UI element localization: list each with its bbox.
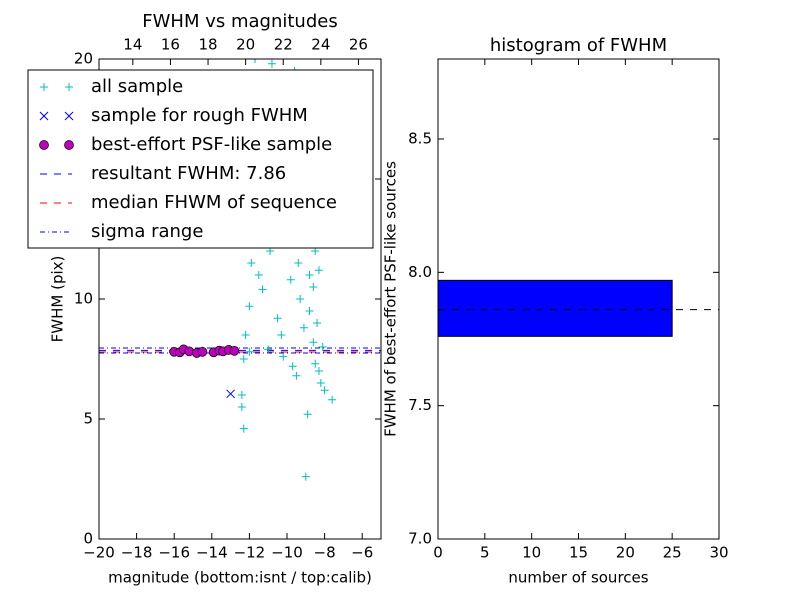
legend-label: resultant FWHM: 7.86	[91, 163, 286, 184]
x-tick-label: 20	[616, 544, 635, 562]
point	[318, 343, 327, 351]
point	[245, 302, 254, 311]
legend-label: median FHWM of sequence	[91, 192, 337, 213]
point	[313, 319, 322, 327]
point	[239, 424, 248, 433]
x2-tick-label: 16	[161, 36, 180, 54]
point	[267, 59, 276, 68]
legend-marker	[65, 83, 73, 91]
legend-marker	[64, 140, 74, 150]
y-tick-label: 0	[83, 530, 93, 548]
point	[299, 323, 308, 332]
point	[264, 345, 273, 354]
point	[241, 331, 250, 339]
y-axis-label: FWHM (pix)	[49, 256, 67, 343]
x-tick-label: −10	[271, 544, 303, 562]
y-tick-label: 8.5	[408, 130, 432, 148]
x-tick-label: 25	[663, 544, 682, 562]
point	[294, 259, 303, 267]
x-tick-label: −6	[351, 544, 373, 562]
point	[305, 271, 314, 279]
point	[197, 346, 208, 357]
x2-tick-label: 18	[198, 36, 217, 54]
bar	[438, 279, 673, 337]
legend-marker	[39, 111, 49, 121]
x2-tick-label: 14	[123, 36, 142, 54]
point	[309, 283, 318, 291]
plot-layer	[438, 279, 719, 337]
x-tick-label: 30	[709, 544, 728, 562]
x-tick-label: 0	[433, 544, 443, 562]
x2-tick-label: 24	[311, 36, 330, 54]
y-tick-label: 7.5	[408, 396, 432, 414]
x-axis-label: number of sources	[508, 569, 648, 587]
x-tick-label: −18	[121, 544, 153, 562]
point	[303, 410, 312, 419]
point	[226, 389, 235, 399]
axes-frame	[98, 58, 382, 540]
point	[277, 331, 286, 339]
legend-marker	[40, 83, 48, 91]
x2-tick-label: 26	[349, 36, 368, 54]
point	[314, 266, 323, 275]
point	[247, 259, 256, 267]
point	[309, 338, 318, 347]
y-tick-label: 5	[83, 410, 93, 428]
point	[245, 347, 254, 356]
point	[254, 271, 263, 279]
x-tick-label: −16	[158, 544, 190, 562]
point	[258, 285, 267, 294]
legend-marker	[39, 140, 49, 150]
point	[229, 345, 240, 356]
legend: all sample sample for rough FWHM best-effo…	[27, 69, 374, 249]
x-tick-label: −14	[196, 544, 228, 562]
point	[239, 355, 248, 363]
point	[273, 314, 282, 323]
point	[301, 472, 310, 481]
point	[286, 275, 295, 284]
point	[320, 386, 329, 395]
point	[292, 371, 301, 380]
y-tick-label: 10	[74, 290, 93, 308]
x-tick-label: 5	[480, 544, 490, 562]
point	[288, 362, 297, 371]
legend-label: best-effort PSF-like sample	[91, 134, 332, 155]
chart-title: FWHM vs magnitudes	[142, 11, 337, 32]
y-tick-label: 7.0	[408, 530, 432, 548]
point	[316, 379, 325, 387]
x-tick-label: −8	[314, 544, 336, 562]
legend-label: sample for rough FWHM	[91, 105, 308, 126]
x2-tick-label: 20	[236, 36, 255, 54]
legend-marker	[64, 111, 74, 121]
point	[311, 359, 320, 368]
y-tick-label: 8.0	[408, 263, 432, 281]
point	[314, 367, 323, 375]
x-tick-label: −20	[83, 544, 115, 562]
chart-title: histogram of FWHM	[490, 35, 667, 56]
x-axis-label: magnitude (bottom:isnt / top:calib)	[108, 569, 372, 587]
legend-box	[27, 69, 374, 249]
point	[279, 352, 288, 361]
x-tick-label: 15	[569, 544, 588, 562]
y-axis-label: FWHM of best-effort PSF-like sources	[382, 161, 400, 437]
legend-label: all sample	[91, 76, 183, 97]
x-tick-label: 10	[522, 544, 541, 562]
point	[328, 395, 337, 404]
x-tick-label: −12	[234, 544, 266, 562]
axes-frame	[437, 58, 720, 540]
legend-label: sigma range	[91, 221, 203, 242]
point	[296, 295, 305, 303]
point	[237, 391, 246, 399]
point	[251, 59, 260, 63]
y-tick-label: 20	[74, 50, 93, 68]
point	[237, 403, 246, 411]
point	[305, 307, 314, 315]
x2-tick-label: 22	[274, 36, 293, 54]
